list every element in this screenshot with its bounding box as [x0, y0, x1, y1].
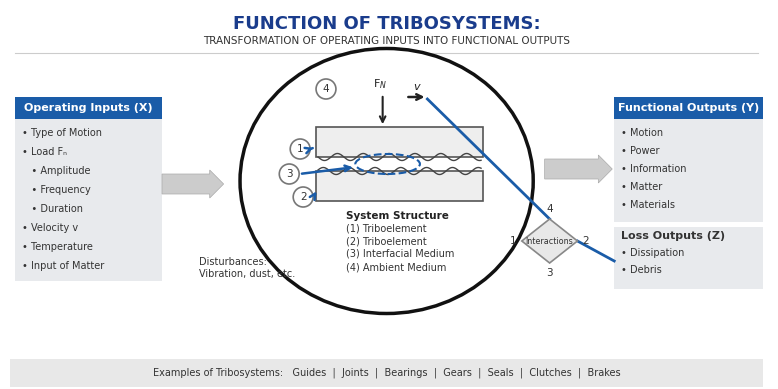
- Text: (2) Triboelement: (2) Triboelement: [346, 236, 426, 246]
- FancyBboxPatch shape: [614, 97, 763, 119]
- Text: (4) Ambient Medium: (4) Ambient Medium: [346, 262, 447, 272]
- FancyBboxPatch shape: [15, 97, 162, 119]
- FancyBboxPatch shape: [316, 171, 483, 201]
- Text: 2: 2: [583, 236, 589, 246]
- Text: • Type of Motion: • Type of Motion: [22, 128, 102, 138]
- Text: • Dissipation: • Dissipation: [621, 248, 685, 258]
- Text: Functional Outputs (Y): Functional Outputs (Y): [619, 103, 759, 113]
- Text: Loss Outputs (Z): Loss Outputs (Z): [621, 231, 725, 241]
- Text: • Information: • Information: [621, 164, 687, 174]
- Text: • Frequency: • Frequency: [22, 185, 90, 195]
- Text: • Debris: • Debris: [621, 265, 662, 275]
- Text: • Load Fₙ: • Load Fₙ: [22, 147, 67, 157]
- FancyBboxPatch shape: [614, 119, 763, 222]
- Text: System Structure: System Structure: [346, 211, 449, 221]
- Circle shape: [316, 79, 336, 99]
- Text: • Input of Matter: • Input of Matter: [22, 261, 104, 271]
- Circle shape: [293, 187, 313, 207]
- Text: (1) Triboelement: (1) Triboelement: [346, 223, 426, 233]
- Circle shape: [290, 139, 310, 159]
- Text: Disturbances:
Vibration, dust, etc.: Disturbances: Vibration, dust, etc.: [198, 257, 295, 279]
- Text: Examples of Tribosystems:   Guides  |  Joints  |  Bearings  |  Gears  |  Seals  : Examples of Tribosystems: Guides | Joint…: [152, 368, 620, 378]
- Text: • Motion: • Motion: [621, 128, 664, 138]
- Circle shape: [279, 164, 300, 184]
- Text: • Materials: • Materials: [621, 200, 675, 210]
- FancyBboxPatch shape: [614, 227, 763, 289]
- Text: • Temperature: • Temperature: [22, 242, 93, 252]
- Text: • Amplitude: • Amplitude: [22, 166, 90, 176]
- Text: Operating Inputs (X): Operating Inputs (X): [24, 103, 152, 113]
- Text: 1: 1: [510, 236, 517, 246]
- Text: TRANSFORMATION OF OPERATING INPUTS INTO FUNCTIONAL OUTPUTS: TRANSFORMATION OF OPERATING INPUTS INTO …: [203, 36, 570, 46]
- Text: • Power: • Power: [621, 146, 660, 156]
- Text: 1: 1: [297, 144, 303, 154]
- Text: • Matter: • Matter: [621, 182, 662, 192]
- Text: 2: 2: [300, 192, 307, 202]
- FancyBboxPatch shape: [316, 127, 483, 157]
- Text: 3: 3: [286, 169, 293, 179]
- Ellipse shape: [240, 49, 533, 314]
- Text: FUNCTION OF TRIBOSYSTEMS:: FUNCTION OF TRIBOSYSTEMS:: [233, 15, 541, 33]
- Text: 4: 4: [323, 84, 329, 94]
- FancyArrow shape: [545, 155, 612, 183]
- Text: 4: 4: [546, 204, 553, 214]
- Text: (3) Interfacial Medium: (3) Interfacial Medium: [346, 249, 454, 259]
- Text: • Velocity v: • Velocity v: [22, 223, 78, 233]
- FancyBboxPatch shape: [10, 359, 763, 387]
- FancyArrow shape: [162, 170, 223, 198]
- Text: 3: 3: [546, 268, 553, 278]
- Text: v: v: [413, 82, 420, 92]
- FancyBboxPatch shape: [15, 119, 162, 281]
- Text: F$_N$: F$_N$: [373, 77, 387, 91]
- Text: • Duration: • Duration: [22, 204, 83, 214]
- Text: Interactions: Interactions: [526, 237, 573, 245]
- Polygon shape: [522, 219, 577, 263]
